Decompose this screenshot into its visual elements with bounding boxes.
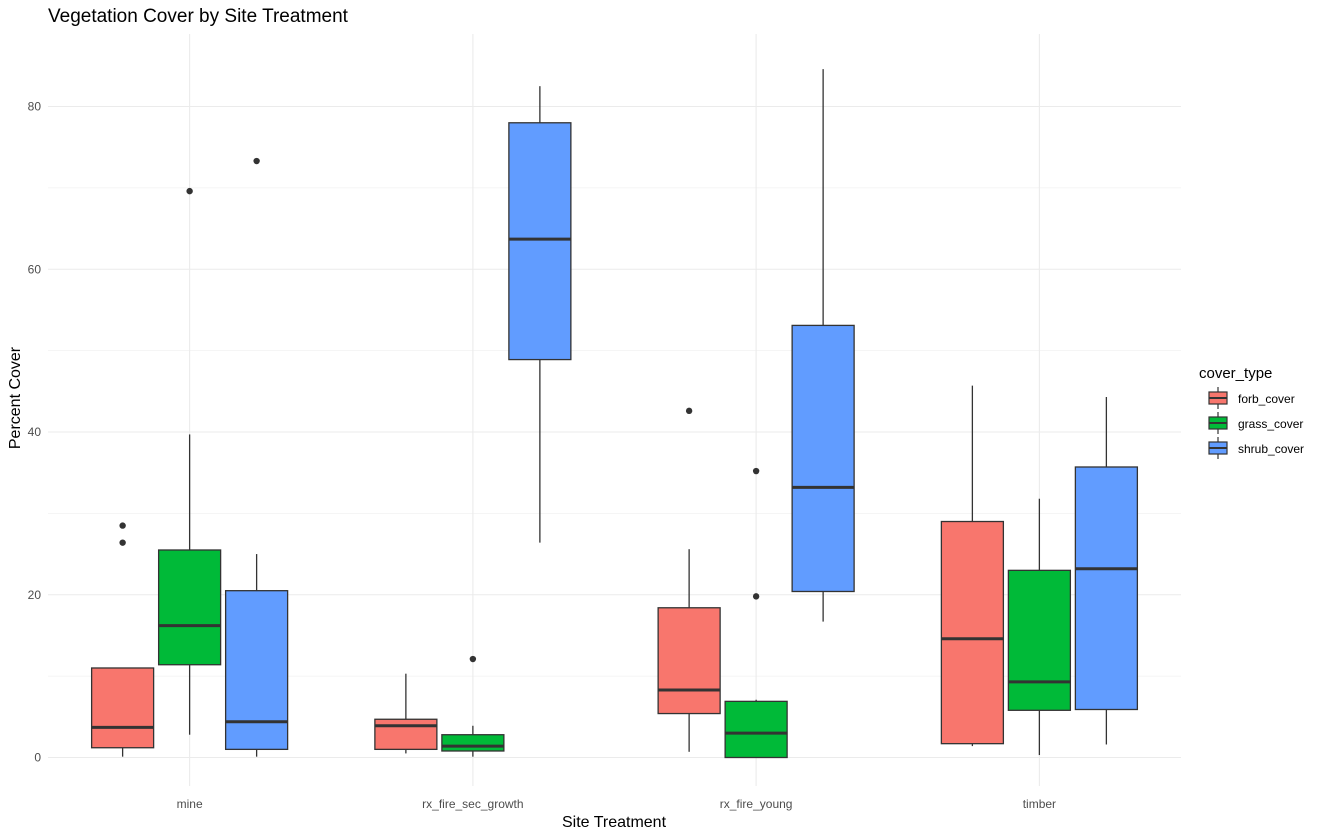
box-grass_cover-rx_fire_young <box>724 467 788 759</box>
box-shrub_cover-rx_fire_young <box>791 69 855 622</box>
x-tick-label: timber <box>1023 797 1056 811</box>
box-body <box>657 607 721 715</box>
box-forb_cover-rx_fire_sec_growth <box>374 673 438 754</box>
y-axis-ticks: 0 20 40 60 80 <box>28 100 42 765</box>
box-body <box>441 734 505 752</box>
outlier-point <box>186 187 193 195</box>
outlier-point <box>752 593 760 600</box>
box-body <box>791 324 855 593</box>
x-tick-label: rx_fire_young <box>720 797 793 811</box>
box-body <box>224 590 289 751</box>
legend-label: shrub_cover <box>1238 442 1304 456</box>
legend: cover_type forb_cover grass_cover shrub_co… <box>1199 365 1304 459</box>
box-body <box>1074 466 1139 711</box>
legend-item-grass_cover: grass_cover <box>1208 412 1303 434</box>
legend-title: cover_type <box>1199 365 1272 382</box>
box-shrub_cover-rx_fire_sec_growth <box>508 86 572 543</box>
outlier-point <box>752 467 760 475</box>
box-grass_cover-mine <box>157 187 222 735</box>
box-forb_cover-timber <box>940 385 1005 747</box>
y-tick-label: 20 <box>28 588 42 602</box>
legend-label: forb_cover <box>1238 392 1295 406</box>
box-body <box>157 549 222 666</box>
outlier-point <box>119 539 126 546</box>
chart-title: Vegetation Cover by Site Treatment <box>48 6 349 27</box>
box-grass_cover-rx_fire_sec_growth <box>441 655 505 757</box>
y-tick-label: 0 <box>34 751 41 765</box>
plot-area <box>90 69 1139 759</box>
box-body <box>90 667 155 749</box>
box-forb_cover-rx_fire_young <box>657 407 721 752</box>
outlier-point <box>469 655 477 663</box>
box-shrub_cover-mine <box>224 157 289 757</box>
legend-label: grass_cover <box>1238 417 1303 431</box>
box-body <box>1007 569 1072 711</box>
box-grass_cover-timber <box>1007 498 1072 756</box>
x-tick-label: rx_fire_sec_growth <box>422 797 523 811</box>
x-tick-label: mine <box>177 797 203 811</box>
outlier-point <box>253 157 260 165</box>
legend-item-forb_cover: forb_cover <box>1208 387 1295 409</box>
y-tick-label: 60 <box>28 262 42 276</box>
y-tick-label: 80 <box>28 100 42 114</box>
outlier-point <box>119 522 126 529</box>
legend-item-shrub_cover: shrub_cover <box>1208 437 1304 459</box>
box-shrub_cover-timber <box>1074 397 1139 745</box>
box-forb_cover-mine <box>90 522 155 757</box>
y-axis-title: Percent Cover <box>7 346 24 449</box>
outlier-point <box>685 407 693 415</box>
box-body <box>940 520 1005 745</box>
box-body <box>724 700 788 759</box>
x-axis-title: Site Treatment <box>562 814 667 831</box>
x-axis-ticks: mine rx_fire_sec_growth rx_fire_young timbe… <box>177 797 1056 811</box>
y-tick-label: 40 <box>28 425 42 439</box>
box-body <box>374 718 438 751</box>
box-body <box>508 122 572 361</box>
